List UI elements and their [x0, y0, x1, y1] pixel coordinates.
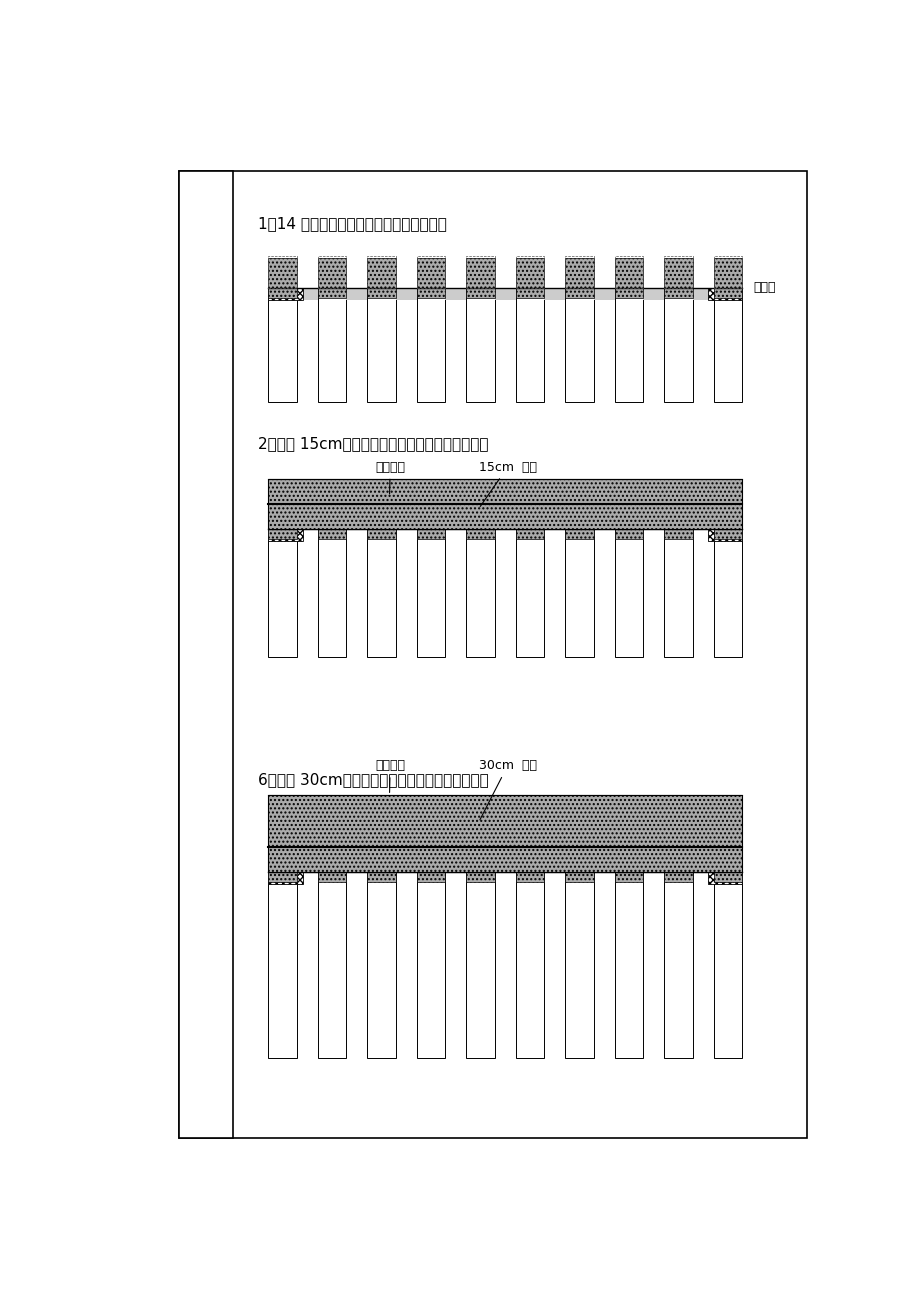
Bar [416, 528, 445, 657]
Bar [614, 506, 642, 539]
Bar [317, 851, 346, 882]
Bar [317, 506, 346, 539]
Bar [494, 289, 516, 301]
Bar [466, 851, 494, 882]
Bar [268, 528, 297, 657]
Bar [664, 256, 692, 289]
Bar [268, 795, 742, 873]
Bar [466, 256, 494, 289]
Bar [708, 873, 742, 885]
Bar [317, 873, 346, 1058]
Text: 土工格屚: 土工格屚 [375, 760, 404, 792]
Bar [395, 289, 416, 301]
Bar [594, 289, 614, 301]
Bar [516, 873, 544, 1058]
Bar [317, 528, 346, 657]
Bar [367, 289, 395, 402]
Bar [516, 528, 544, 657]
Bar [268, 873, 297, 1058]
Bar [516, 289, 544, 402]
Bar [466, 873, 494, 1058]
Bar [614, 256, 642, 289]
Bar [664, 259, 692, 298]
Bar [367, 506, 395, 539]
Bar [367, 851, 395, 882]
Bar [516, 256, 544, 289]
Bar [445, 289, 466, 301]
Bar [466, 506, 494, 539]
Bar [268, 528, 302, 541]
Bar [713, 528, 742, 657]
Bar [416, 289, 445, 402]
Text: 土工格屚: 土工格屚 [375, 461, 404, 494]
Bar [565, 528, 594, 657]
Bar [268, 479, 742, 528]
Bar [346, 289, 367, 301]
Bar [664, 528, 692, 657]
Bar [614, 873, 642, 1058]
Bar [713, 256, 742, 289]
Bar [268, 851, 297, 882]
Bar [416, 506, 445, 539]
Bar [297, 289, 317, 301]
Text: 原地面: 原地面 [753, 281, 775, 294]
Bar [317, 289, 346, 402]
Bar [317, 259, 346, 298]
Text: 1、14 天后挖除原地面上桦间土，切除桦头: 1、14 天后挖除原地面上桦间土，切除桦头 [257, 216, 446, 232]
Bar [516, 259, 544, 298]
Text: 15cm  碎石: 15cm 碎石 [478, 461, 536, 506]
Bar [179, 172, 233, 1138]
Bar [642, 289, 664, 301]
Bar [708, 528, 742, 541]
Bar [268, 256, 297, 289]
Bar [466, 289, 494, 402]
Bar [614, 289, 642, 402]
Bar [416, 259, 445, 298]
Bar [268, 289, 297, 402]
Bar [544, 289, 565, 301]
Bar [179, 172, 806, 1138]
Bar [565, 259, 594, 298]
Bar [565, 506, 594, 539]
Bar [466, 259, 494, 298]
Bar [367, 528, 395, 657]
Bar [268, 873, 302, 885]
Bar [268, 289, 302, 301]
Bar [713, 851, 742, 882]
Bar [516, 506, 544, 539]
Bar [268, 506, 297, 539]
Text: 30cm  碎石: 30cm 碎石 [478, 760, 536, 820]
Bar [367, 256, 395, 289]
Bar [713, 873, 742, 1058]
Bar [713, 506, 742, 539]
Bar [565, 256, 594, 289]
Bar [416, 851, 445, 882]
Bar [708, 289, 742, 301]
Bar [664, 506, 692, 539]
Bar [614, 851, 642, 882]
Bar [565, 289, 594, 402]
Bar [317, 256, 346, 289]
Bar [614, 259, 642, 298]
Bar [713, 289, 742, 402]
Bar [268, 259, 297, 298]
Bar [664, 289, 692, 402]
Bar [516, 851, 544, 882]
Text: 2、填筑 15cm的级配碎石；铺设第一层土工格屚；: 2、填筑 15cm的级配碎石；铺设第一层土工格屚； [257, 437, 488, 451]
Text: 6、填筑 30cm的级配碎石，铺设第二层土工格屚；: 6、填筑 30cm的级配碎石，铺设第二层土工格屚； [257, 773, 488, 787]
Bar [614, 528, 642, 657]
Bar [713, 259, 742, 298]
Bar [664, 873, 692, 1058]
Bar [466, 528, 494, 657]
Bar [367, 873, 395, 1058]
Bar [692, 289, 713, 301]
Bar [416, 256, 445, 289]
Bar [367, 259, 395, 298]
Bar [664, 851, 692, 882]
Bar [565, 851, 594, 882]
Bar [565, 873, 594, 1058]
Bar [416, 873, 445, 1058]
